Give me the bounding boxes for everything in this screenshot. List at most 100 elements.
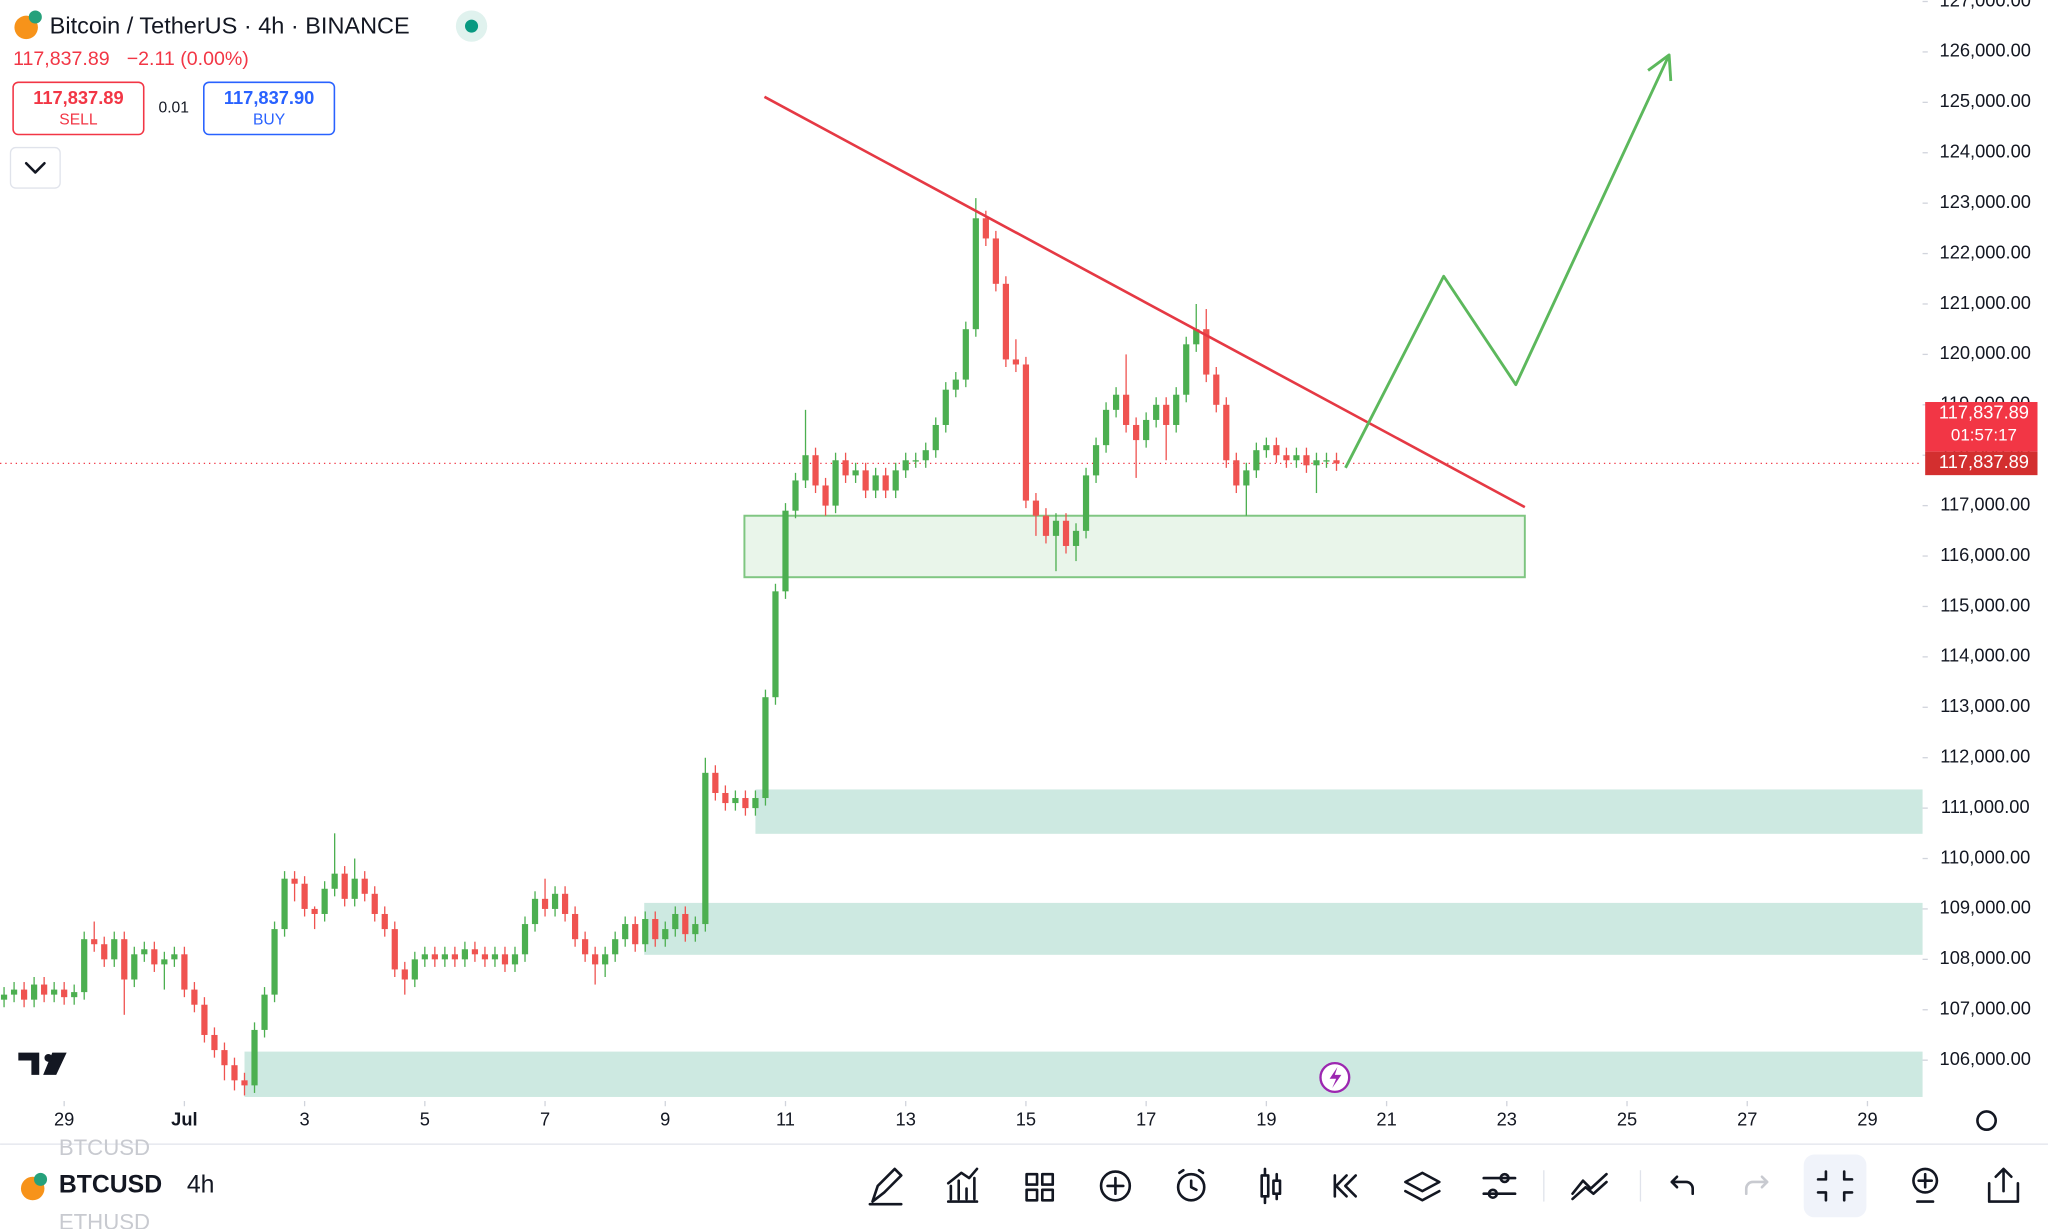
candle-body <box>1092 445 1100 476</box>
y-tick-label: 121,000.00 <box>1940 292 2031 313</box>
draw-tool[interactable] <box>868 1167 903 1206</box>
undo-tool[interactable] <box>1670 1175 1695 1196</box>
slider-knob <box>1487 1188 1499 1199</box>
candle-body <box>211 1034 218 1051</box>
candle-body <box>582 939 589 955</box>
candle-body <box>1112 394 1120 410</box>
strategy-tool[interactable] <box>1571 1172 1608 1201</box>
candle-body <box>1072 530 1080 546</box>
candle-body <box>1082 475 1090 531</box>
candle-body <box>722 792 729 804</box>
x-tick-label: 13 <box>896 1108 916 1129</box>
candle-body <box>201 1004 208 1035</box>
candle-body <box>652 919 659 940</box>
share-tool[interactable] <box>1987 1167 2020 1203</box>
chart-type-tool[interactable] <box>1260 1167 1282 1205</box>
candle-body <box>331 873 338 889</box>
indicators-tool[interactable] <box>946 1167 979 1203</box>
candle-body <box>71 992 78 998</box>
candle-body <box>561 893 569 914</box>
buy-label: BUY <box>253 111 286 128</box>
symbol[interactable]: BTCUSD <box>59 1171 162 1198</box>
candle-body <box>822 485 829 506</box>
candle-body <box>1163 404 1170 425</box>
candle-body <box>1153 404 1160 420</box>
y-tick-label: 113,000.00 <box>1940 695 2030 716</box>
candle-body <box>91 939 98 945</box>
candle-body <box>251 1029 258 1086</box>
candle-body <box>1293 455 1300 461</box>
candle-body <box>1233 460 1240 486</box>
y-tick-label: 107,000.00 <box>1940 998 2031 1019</box>
symbol-ghost-below: ETHUSD <box>59 1210 150 1229</box>
sell-price: 117,837.89 <box>33 87 123 108</box>
candle-body <box>962 329 969 380</box>
y-tick-label: 120,000.00 <box>1940 342 2031 363</box>
x-tick-label: 27 <box>1737 1108 1757 1129</box>
slider-knob <box>1499 1172 1510 1184</box>
candle-body <box>1263 445 1270 451</box>
candle-body <box>1223 404 1230 461</box>
candle-body <box>842 460 849 476</box>
candle-body <box>1273 445 1280 456</box>
projection-arrowhead <box>1647 53 1673 82</box>
x-tick-label: 17 <box>1136 1108 1156 1129</box>
x-tick-label: 5 <box>420 1108 430 1129</box>
candle-body <box>592 954 599 965</box>
buy-button[interactable] <box>203 81 336 136</box>
candle-body <box>311 908 318 914</box>
redo-tool[interactable] <box>1744 1175 1769 1196</box>
candle-body <box>271 929 278 995</box>
market-status-dot <box>465 19 479 33</box>
price-label-box <box>1925 402 2038 452</box>
candle-body <box>141 949 148 955</box>
candle-body <box>712 772 719 793</box>
y-tick-label: 122,000.00 <box>1940 241 2031 262</box>
candle-body <box>1283 455 1290 461</box>
zone <box>743 514 1526 579</box>
add-tool[interactable] <box>1099 1170 1132 1202</box>
candle-body <box>451 954 458 960</box>
y-tick-label: 127,000.00 <box>1940 0 2031 10</box>
collapse-button[interactable] <box>9 146 61 189</box>
interval[interactable]: 4h <box>187 1171 215 1198</box>
layouts-tool[interactable] <box>1025 1172 1055 1202</box>
ideas-tool[interactable] <box>1912 1167 1939 1194</box>
symbol-title: Bitcoin / TetherUS · 4h · BINANCE <box>50 13 410 39</box>
candle-body <box>221 1050 228 1066</box>
candle-body <box>692 924 699 935</box>
candle-body <box>161 959 168 965</box>
candle-body <box>1183 344 1190 395</box>
sell-button[interactable] <box>12 81 145 136</box>
fullscreen-bg[interactable] <box>1803 1154 1867 1218</box>
x-tick-label: Jul <box>171 1108 197 1129</box>
candle-body <box>321 888 328 914</box>
candle-body <box>541 898 549 909</box>
candle-body <box>1333 460 1340 464</box>
layers-tool[interactable] <box>1404 1171 1441 1202</box>
settings-icon[interactable] <box>1976 1110 1998 1132</box>
logo <box>18 1052 67 1075</box>
replay-tool[interactable] <box>1333 1174 1358 1198</box>
candle-body <box>61 989 68 998</box>
candle-body <box>1323 460 1330 462</box>
candle-body <box>912 460 919 462</box>
candle-body <box>602 954 609 965</box>
candle-body <box>802 455 809 481</box>
symbol-ghost-above: BTCUSD <box>59 1135 150 1160</box>
spread: 0.01 <box>159 100 189 117</box>
candle-body <box>1253 450 1260 471</box>
alert-tool[interactable] <box>1176 1172 1206 1202</box>
candle-body <box>81 939 88 993</box>
y-tick-label: 125,000.00 <box>1940 90 2031 111</box>
candle-body <box>812 455 819 486</box>
candle-body <box>862 470 869 491</box>
toolbar: BTCUSD ETHUSD BTCUSD 4h <box>0 1135 2048 1229</box>
x-tick-label: 25 <box>1617 1108 1637 1129</box>
candle-body <box>111 939 118 960</box>
alert-icon[interactable] <box>1319 1061 1351 1094</box>
candle-body <box>612 939 619 955</box>
candle-body <box>501 954 509 965</box>
candle-body <box>1173 394 1180 425</box>
candle-body <box>101 944 108 960</box>
